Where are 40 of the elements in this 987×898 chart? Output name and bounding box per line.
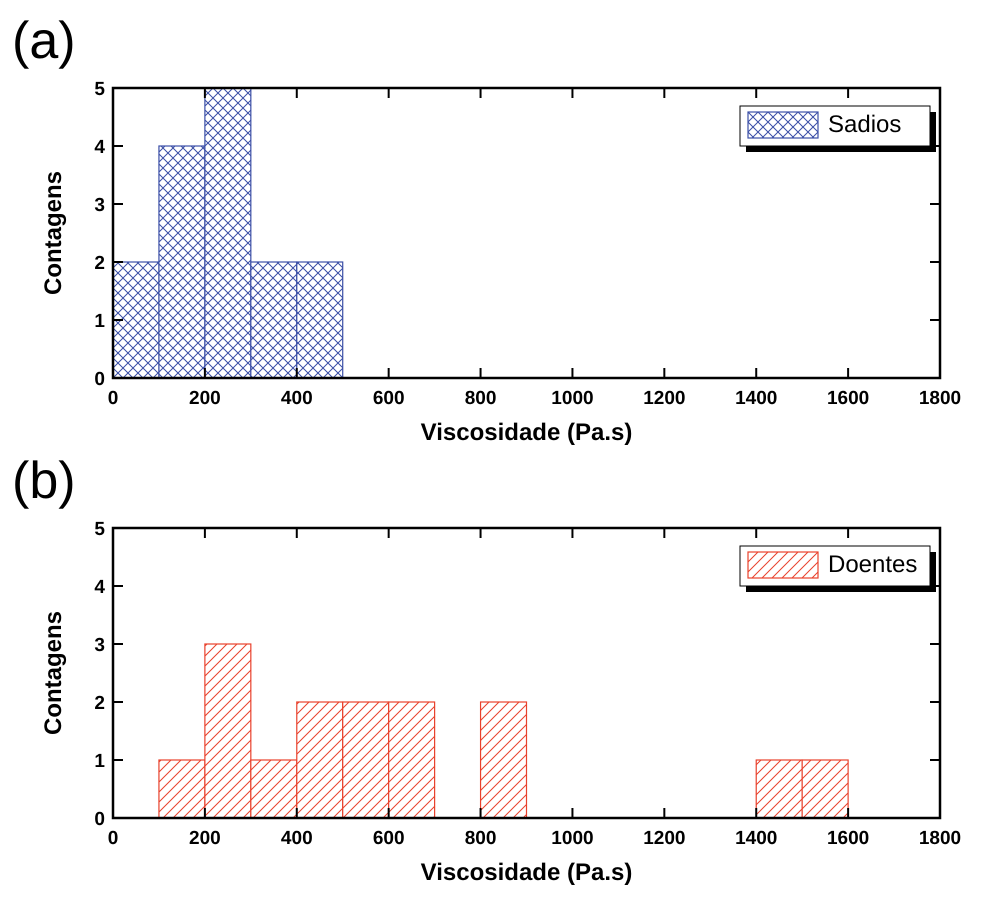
y-tick-label: 3	[94, 195, 105, 216]
x-axis-title: Viscosidade (Pa.s)	[420, 419, 632, 446]
legend-label: Sadios	[828, 111, 902, 138]
y-tick-label: 2	[94, 253, 105, 274]
y-tick-label: 4	[94, 577, 106, 598]
y-tick-label: 0	[94, 369, 105, 390]
x-tick-label: 1800	[918, 828, 962, 849]
y-tick-label: 5	[94, 79, 106, 100]
y-tick-label: 1	[94, 311, 106, 332]
y-tick-label: 2	[94, 693, 105, 714]
y-tick-label: 3	[94, 635, 105, 656]
x-tick-label: 1600	[826, 388, 870, 409]
y-tick-label: 4	[94, 137, 106, 158]
x-tick-label: 1000	[551, 388, 594, 409]
x-tick-label: 200	[189, 388, 221, 409]
legend-label: Doentes	[828, 551, 918, 578]
x-tick-label: 1600	[826, 828, 870, 849]
x-tick-label: 600	[372, 828, 405, 849]
x-tick-label: 600	[372, 388, 405, 409]
x-tick-label: 1400	[735, 388, 778, 409]
y-axis-title: Contagens	[40, 610, 67, 736]
x-tick-label: 0	[108, 828, 118, 849]
x-tick-label: 800	[464, 388, 496, 409]
x-tick-label: 0	[108, 388, 118, 409]
x-tick-label: 1800	[918, 388, 962, 409]
x-tick-label: 1000	[551, 828, 594, 849]
x-tick-label: 1400	[735, 828, 778, 849]
y-tick-label: 0	[94, 809, 105, 830]
x-tick-label: 400	[280, 388, 313, 409]
x-tick-label: 400	[280, 828, 313, 849]
x-tick-label: 800	[464, 828, 496, 849]
y-axis-title: Contagens	[40, 170, 67, 296]
chart-title: (b)	[12, 452, 76, 510]
x-tick-label: 1200	[643, 388, 686, 409]
y-tick-label: 1	[94, 751, 106, 772]
chart-title: (a)	[12, 12, 76, 70]
x-tick-label: 200	[189, 828, 221, 849]
x-axis-title: Viscosidade (Pa.s)	[420, 859, 632, 886]
y-tick-label: 5	[94, 519, 106, 540]
x-tick-label: 1200	[643, 828, 686, 849]
